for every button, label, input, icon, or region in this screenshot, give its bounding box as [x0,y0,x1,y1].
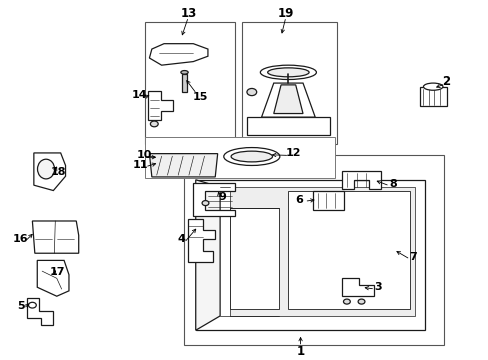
Polygon shape [419,87,446,106]
Text: 16: 16 [12,234,28,244]
Polygon shape [341,171,380,189]
Ellipse shape [267,68,308,77]
Polygon shape [229,208,278,309]
Text: 13: 13 [180,7,196,20]
Text: 5: 5 [18,301,25,311]
Text: 14: 14 [132,90,147,100]
Text: 6: 6 [295,195,303,205]
Text: 8: 8 [388,179,396,189]
Bar [390,244,396,260]
Text: 17: 17 [50,267,65,277]
Polygon shape [37,260,69,296]
Text: 18: 18 [50,167,66,177]
Text: 3: 3 [374,282,382,292]
Text: 19: 19 [277,7,294,20]
Polygon shape [195,180,424,330]
Circle shape [343,299,349,304]
Text: 7: 7 [408,252,416,262]
Circle shape [357,299,364,304]
Circle shape [202,201,208,206]
Text: 15: 15 [193,93,208,102]
Polygon shape [26,298,53,325]
Ellipse shape [224,148,279,166]
Bar [144,22,234,144]
Ellipse shape [260,65,316,80]
Bar [182,74,186,92]
Circle shape [246,89,256,96]
Text: 4: 4 [177,234,184,244]
Text: 11: 11 [133,161,148,171]
Polygon shape [195,180,220,330]
Polygon shape [188,219,215,262]
Ellipse shape [423,83,442,90]
Polygon shape [312,190,344,210]
Polygon shape [273,85,303,113]
Polygon shape [32,221,79,253]
Ellipse shape [38,159,55,179]
Polygon shape [154,154,193,161]
Bar [242,22,336,144]
Polygon shape [148,91,172,120]
Text: 10: 10 [137,150,152,161]
Text: 12: 12 [285,148,301,158]
Polygon shape [193,183,234,216]
Polygon shape [149,44,207,65]
Polygon shape [341,278,373,296]
Bar [144,137,334,178]
Ellipse shape [181,71,188,74]
Text: 2: 2 [441,75,449,88]
Text: 1: 1 [296,345,304,357]
Polygon shape [229,187,414,316]
Ellipse shape [231,151,272,162]
Bar [183,155,444,345]
Polygon shape [288,190,409,309]
Bar [390,264,396,280]
Polygon shape [246,117,329,135]
Circle shape [150,121,158,127]
Text: 9: 9 [218,192,225,202]
Polygon shape [34,153,65,190]
Polygon shape [149,154,217,177]
Polygon shape [261,83,315,117]
